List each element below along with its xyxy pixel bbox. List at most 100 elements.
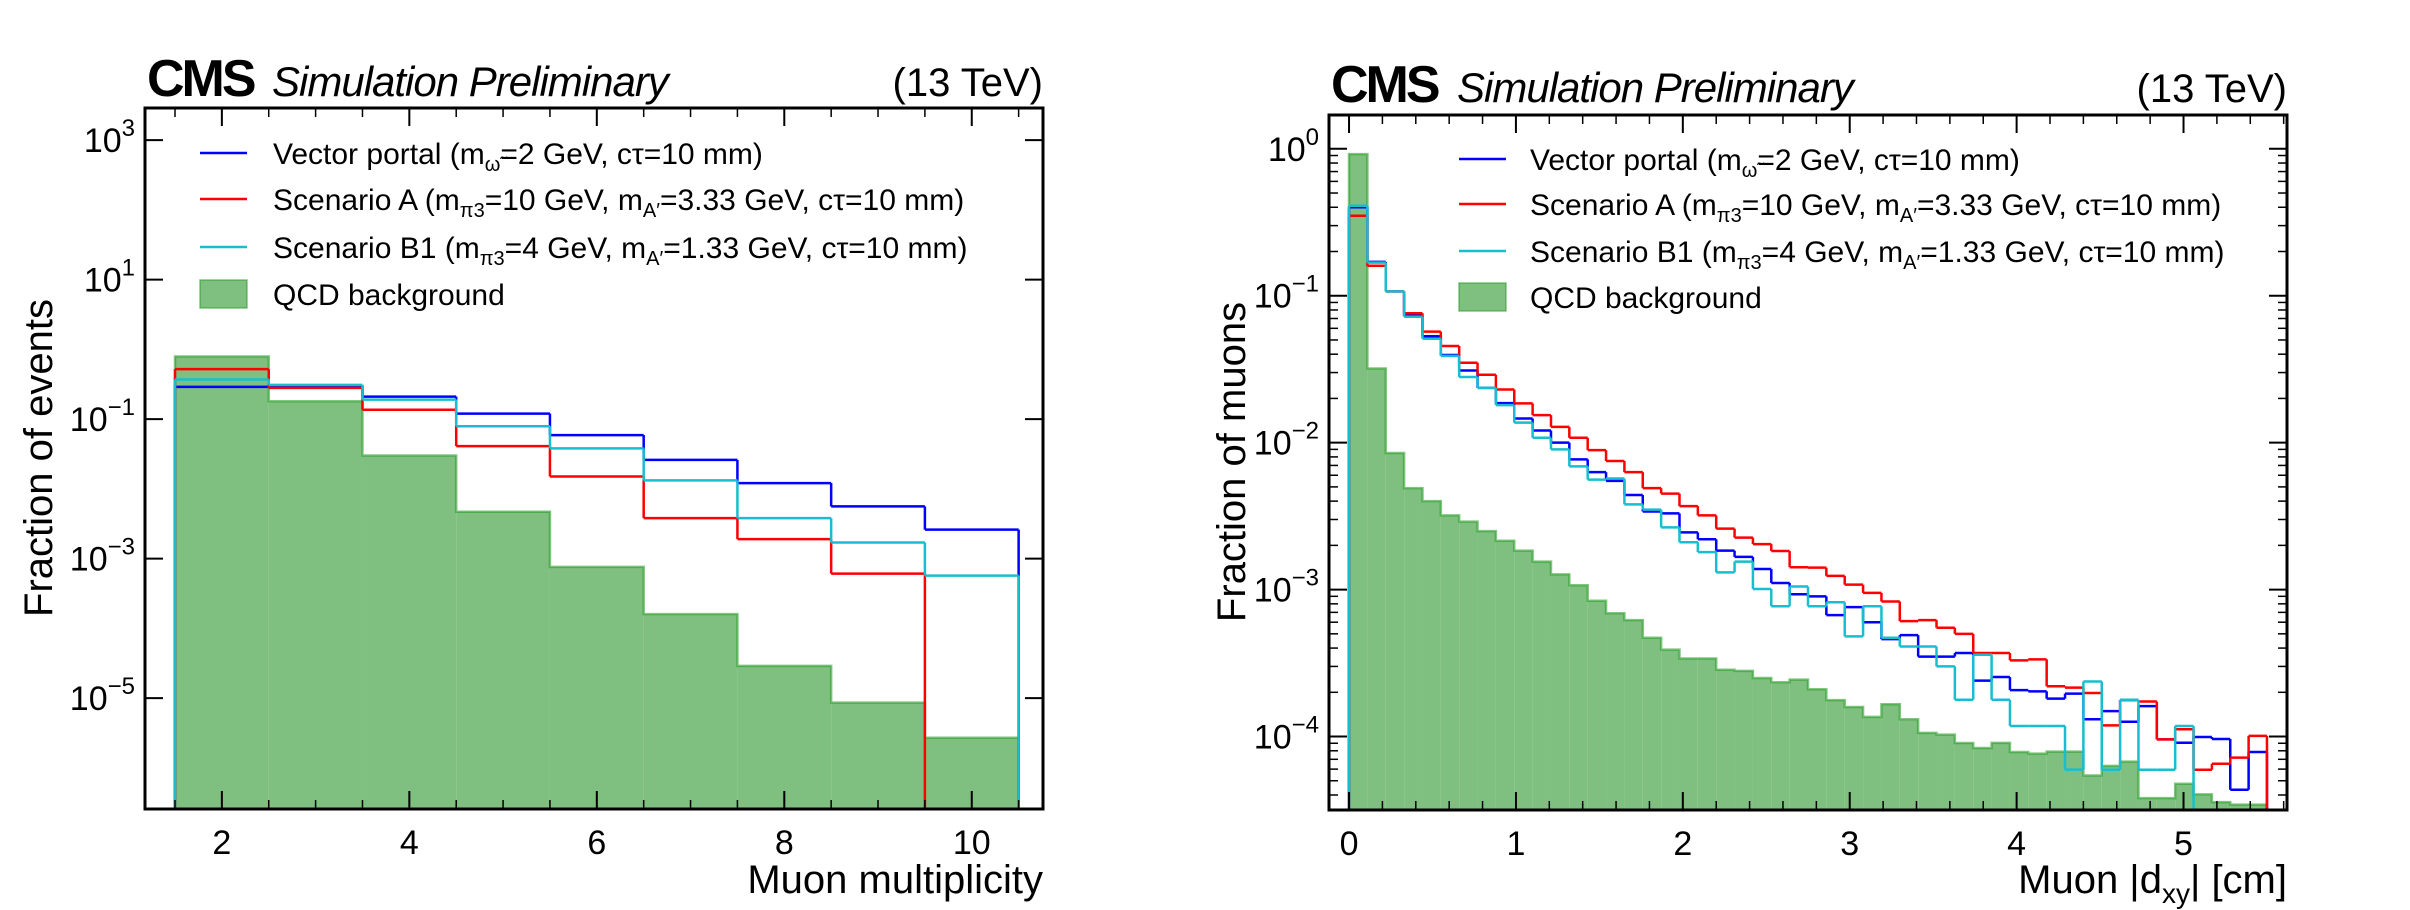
- legend-swatch-qcd: [1458, 282, 1507, 312]
- legend-label-main: Scenario B1 (m: [1530, 236, 1737, 269]
- y-tick-label: 10−1: [70, 394, 135, 439]
- legend-label-main: QCD background: [273, 279, 505, 312]
- qcd-bin-bar: [1991, 742, 2010, 810]
- y-tick-label: 100: [1268, 124, 1319, 169]
- x-axis-label-rest: | [cm]: [2190, 858, 2287, 902]
- qcd-bin-bar: [1532, 561, 1551, 810]
- legend: Vector portal (mω̃=2 GeV, cτ=10 mm) Scena…: [1458, 144, 2224, 315]
- histograms: [173, 355, 1020, 809]
- qcd-bin-bar: [2156, 798, 2176, 810]
- x-axis-label: Muon |dxy| [cm]: [2018, 858, 2287, 909]
- legend-label-mid: =10 GeV, m: [1742, 189, 1900, 222]
- cms-label: CMS: [147, 50, 255, 108]
- legend-label: QCD background: [1530, 282, 1762, 315]
- legend-label-sub: π3: [1717, 205, 1742, 227]
- qcd-bin-bar: [2065, 751, 2084, 810]
- series-qcd-background: [173, 355, 1020, 809]
- y-tick-label: 10−1: [1254, 271, 1319, 316]
- qcd-bin-bar: [1734, 670, 1753, 810]
- legend-label: Scenario A (mπ3=10 GeV, mA′=3.33 GeV, cτ…: [273, 184, 964, 222]
- legend-label: Scenario B1 (mπ3=4 GeV, mA′=1.33 GeV, cτ…: [1530, 236, 2224, 274]
- qcd-bin-bar: [1844, 706, 1864, 810]
- legend-label: Scenario A (mπ3=10 GeV, mA′=3.33 GeV, cτ…: [1530, 189, 2221, 227]
- qcd-bin-bar: [2009, 752, 2029, 810]
- y-tick-exponent: 1: [122, 255, 135, 282]
- y-tick-label: 10−3: [70, 534, 135, 579]
- x-tick-label: 1: [1506, 825, 1525, 863]
- qcd-bin-bar: [1863, 716, 1882, 810]
- legend-label-main: Scenario A (m: [1530, 189, 1717, 222]
- qcd-bin-bar: [268, 401, 363, 809]
- qcd-bin-bar: [1661, 649, 1680, 810]
- y-tick-exponent: −1: [108, 394, 135, 421]
- qcd-bin-bar: [1477, 531, 1496, 810]
- qcd-bin-bar: [1495, 540, 1515, 810]
- qcd-bin-bar: [1349, 154, 1368, 810]
- x-axis-label-main: Muon |d: [2018, 858, 2162, 902]
- qcd-bin-bar: [362, 455, 457, 809]
- legend-label-main: Vector portal (m: [273, 138, 485, 171]
- legend-item: Scenario B1 (mπ3=4 GeV, mA′=1.33 GeV, cτ…: [200, 232, 967, 270]
- qcd-bin-bar: [1385, 453, 1405, 810]
- x-tick-label: 2: [1673, 825, 1692, 863]
- x-axis-label: Muon multiplicity: [747, 858, 1043, 902]
- x-tick-label: 4: [2007, 825, 2026, 863]
- legend-item: Vector portal (mω̃=2 GeV, cτ=10 mm): [1459, 144, 2020, 182]
- legend-label-main: Scenario B1 (m: [273, 232, 480, 265]
- y-tick-label: 10−5: [70, 673, 135, 718]
- x-tick-label: 0: [1340, 825, 1359, 863]
- legend-label-sub: π3: [460, 200, 485, 222]
- axes-frame: [143, 106, 1045, 811]
- legend-swatch-qcd: [199, 279, 248, 309]
- y-tick-exponent: −1: [1292, 271, 1319, 298]
- y-tick-base: 10: [70, 680, 108, 718]
- legend-label-main: Vector portal (m: [1530, 144, 1742, 177]
- qcd-bin-bar: [1697, 658, 1717, 810]
- muon-multiplicity-panel: CMS Simulation Preliminary (13 TeV) 2 4 6 8…: [17, 50, 1045, 902]
- qcd-bin-bar: [2193, 794, 2212, 810]
- y-tick-exponent: 0: [1306, 124, 1319, 151]
- energy-label: (13 TeV): [893, 61, 1043, 105]
- legend-label: Vector portal (mω̃=2 GeV, cτ=10 mm): [273, 138, 763, 176]
- qcd-bin-bar: [1624, 620, 1643, 810]
- legend-label-mid: =4 GeV, m: [505, 232, 646, 265]
- legend-label-rest: =1.33 GeV, cτ=10 mm): [663, 232, 967, 265]
- simulation-preliminary-label: Simulation Preliminary: [1457, 64, 1857, 111]
- qcd-outline: [173, 355, 1020, 809]
- legend-item: Scenario A (mπ3=10 GeV, mA′=3.33 GeV, cτ…: [1459, 189, 2221, 227]
- qcd-bin-bar: [1899, 719, 1919, 810]
- qcd-bin-bar: [1422, 501, 1441, 810]
- legend-label-sub2: A′: [1900, 205, 1917, 227]
- qcd-bin-bar: [1587, 600, 1607, 810]
- y-tick-exponent: 3: [122, 115, 135, 142]
- y-tick-exponent: −4: [1292, 712, 1319, 739]
- x-axis-ticks: 0 1 2 3 4 5: [1340, 115, 2285, 863]
- y-tick-exponent: −5: [108, 673, 135, 700]
- legend-item: QCD background: [1458, 282, 1762, 315]
- qcd-bin-bar: [1569, 585, 1588, 810]
- qcd-bin-bar: [643, 614, 738, 809]
- axes-frame: [1327, 113, 2289, 812]
- qcd-bin-bar: [2138, 798, 2157, 810]
- legend-label-rest: =2 GeV, cτ=10 mm): [500, 138, 763, 171]
- x-tick-label: 6: [587, 824, 606, 862]
- y-tick-exponent: −3: [1292, 565, 1319, 592]
- y-tick-label: 10−3: [1254, 565, 1319, 610]
- qcd-bin-bar: [1514, 550, 1533, 810]
- legend-item: QCD background: [199, 279, 505, 312]
- legend-label-rest: =3.33 GeV, cτ=10 mm): [1917, 189, 2221, 222]
- qcd-bin-bar: [2046, 751, 2066, 810]
- legend-label-mid: =4 GeV, m: [1762, 236, 1903, 269]
- y-tick-base: 10: [70, 401, 108, 439]
- legend-label-sub: π3: [1737, 252, 1762, 274]
- x-tick-label: 2: [212, 824, 231, 862]
- qcd-bin-bar: [1642, 637, 1662, 810]
- y-tick-base: 10: [1254, 719, 1292, 757]
- x-tick-label: 8: [775, 824, 794, 862]
- x-tick-label: 3: [1840, 825, 1859, 863]
- qcd-bin-bar: [1404, 488, 1423, 810]
- qcd-bin-bar: [737, 665, 832, 809]
- qcd-bin-bar: [1881, 704, 1900, 810]
